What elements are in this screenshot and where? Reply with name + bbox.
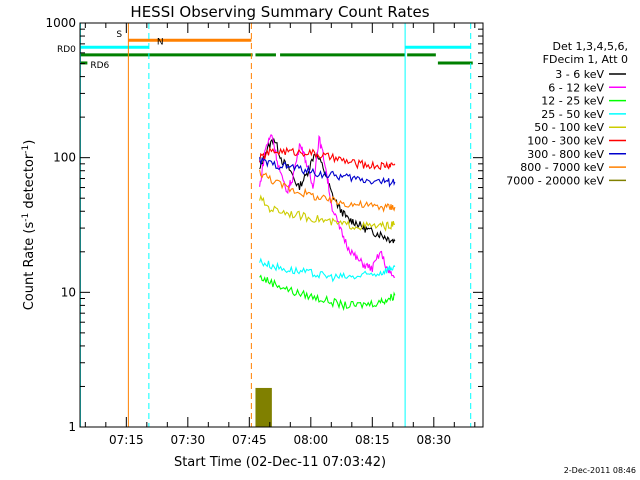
x-tick-label: 08:00	[294, 433, 329, 447]
x-axis-label: Start Time (02-Dec-11 07:03:42)	[174, 455, 386, 470]
data-series	[255, 133, 396, 427]
x-tick-label: 07:15	[109, 433, 144, 447]
time-markers	[79, 23, 472, 427]
x-tick-label: 07:45	[232, 433, 267, 447]
legend-entry-label: 3 - 6 keV	[555, 68, 604, 81]
series-7000-20000-kev-block	[255, 387, 272, 427]
x-axis-ticks: 07:15 07:30 07:45 08:00 08:15 08:30	[84, 23, 476, 447]
series-25-50-kev-keV-line	[259, 257, 396, 283]
series-12-25-kev-keV-line	[259, 274, 396, 312]
x-tick-label: 08:15	[355, 433, 390, 447]
y-axis-ticks: 1 10 100 1000	[45, 16, 483, 434]
legend-entry-label: 100 - 300 keV	[527, 135, 604, 148]
legend-entry-label: 6 - 12 keV	[548, 81, 604, 94]
flag-n-label: N	[157, 37, 164, 47]
y-tick-label: 10	[61, 285, 76, 299]
legend-entry-label: 50 - 100 keV	[534, 121, 604, 134]
legend-entry-label: 25 - 50 keV	[541, 108, 604, 121]
legend-header-line-2: FDecim 1, Att 0	[543, 53, 628, 66]
chart-title: HESSI Observing Summary Count Rates	[130, 3, 429, 21]
footer-date: 2-Dec-2011 08:46	[564, 466, 636, 475]
series-6-12-kev-keV-line	[259, 133, 396, 279]
legend-entry-label: 7000 - 20000 keV	[506, 174, 604, 187]
series-50-100-kev-keV-line	[259, 194, 395, 232]
x-tick-label: 08:30	[417, 433, 452, 447]
flag-rd0-label: RD0	[57, 45, 76, 55]
series-3-6-kev-keV-line	[259, 137, 396, 244]
x-tick-label: 07:30	[171, 433, 206, 447]
legend-header-line-1: Det 1,3,4,5,6,	[552, 40, 628, 53]
legend-entry-label: 12 - 25 keV	[541, 95, 604, 108]
legend-entry-label: 300 - 800 keV	[527, 148, 604, 161]
legend: Det 1,3,4,5,6, FDecim 1, Att 0 3 - 6 keV…	[506, 40, 628, 187]
y-tick-label: 1000	[45, 16, 76, 30]
series-100-300-kev-keV-line	[259, 146, 396, 171]
series-300-800-kev-keV-line	[259, 156, 396, 188]
plot-frame	[79, 22, 484, 428]
instrument-flags: S N RD0 RD6	[57, 30, 473, 71]
y-tick-label: 1	[68, 420, 76, 434]
y-axis-label: Count Rate (s-1 detector-1)	[21, 140, 37, 311]
flag-s-label: S	[116, 30, 122, 40]
flag-rd6-label: RD6	[90, 61, 109, 71]
y-tick-label: 100	[53, 151, 76, 165]
series-800-7000-kev-keV-line	[259, 169, 396, 213]
legend-entry-label: 800 - 7000 keV	[520, 161, 604, 174]
